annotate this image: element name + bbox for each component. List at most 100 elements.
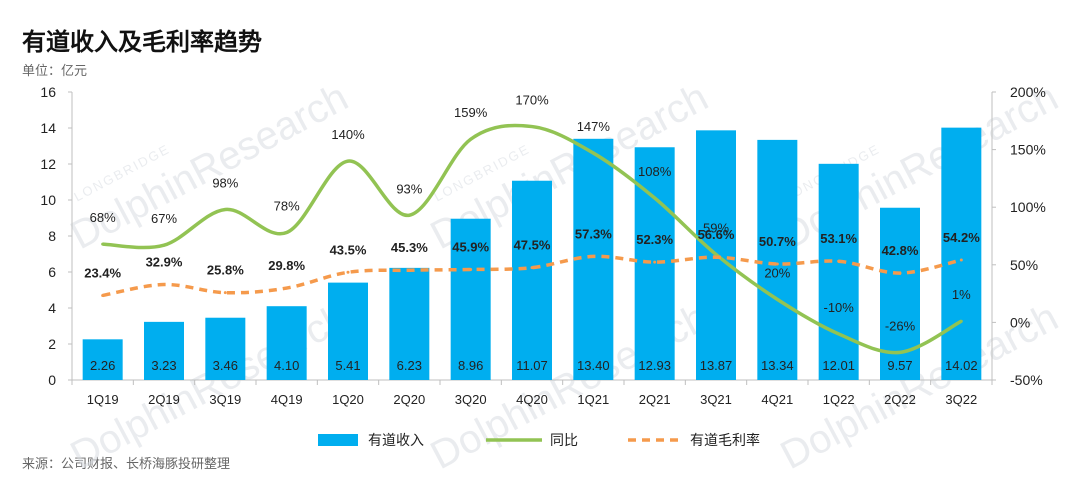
margin-value-label: 47.5% [514, 238, 551, 253]
bar [757, 139, 798, 380]
y-right-tick-label: 150% [1010, 142, 1046, 158]
yoy-value-label: 78% [274, 199, 300, 214]
legend: 有道收入 同比 有道毛利率 [318, 432, 760, 448]
source-note: 来源：公司财报、长桥海豚投研整理 [22, 456, 231, 471]
yoy-point [285, 231, 289, 235]
bar-value-label: 3.46 [213, 358, 238, 373]
x-tick-label: 3Q20 [455, 392, 487, 407]
yoy-value-label: 159% [454, 105, 488, 120]
margin-point [714, 255, 718, 259]
bar-value-label: 4.10 [274, 358, 299, 373]
margin-value-label: 53.1% [820, 231, 857, 246]
yoy-point [591, 151, 595, 155]
x-tick-label: 1Q22 [823, 392, 855, 407]
y-right-tick-label: 0% [1010, 314, 1030, 330]
bar [205, 317, 246, 380]
lines-layer [101, 123, 963, 355]
bar-value-label: 11.07 [516, 358, 548, 373]
chart-title: 有道收入及毛利率趋势 [22, 29, 262, 56]
bar [144, 321, 184, 380]
margin-point [591, 254, 595, 258]
y-left-tick-label: 12 [40, 156, 56, 172]
margin-value-label: 25.8% [207, 263, 244, 278]
margin-value-label: 57.3% [575, 226, 612, 241]
bar [941, 127, 982, 380]
margin-point [775, 262, 779, 266]
margin-point [469, 268, 473, 272]
legend-label: 有道收入 [368, 432, 424, 448]
bar-value-label: 14.02 [945, 358, 978, 373]
margin-point [162, 282, 166, 286]
margin-point [530, 266, 534, 270]
bar [880, 207, 920, 380]
margin-value-label: 45.3% [391, 240, 428, 255]
yoy-value-label: 59% [703, 220, 729, 235]
x-tick-label: 1Q20 [332, 392, 364, 407]
margin-point [959, 258, 963, 262]
yoy-point [959, 319, 963, 323]
yoy-point [653, 196, 657, 200]
bar-value-label: 6.23 [397, 358, 422, 373]
margin-value-label: 56.6% [698, 227, 735, 242]
margin-point [285, 286, 289, 290]
bar [82, 339, 123, 380]
bar [450, 218, 491, 380]
x-tick-label: 4Q20 [516, 392, 548, 407]
margin-value-label: 54.2% [943, 230, 980, 245]
margin-value-label: 29.8% [268, 258, 305, 273]
y-right-tick-label: -50% [1010, 372, 1043, 388]
legend-label: 同比 [550, 432, 578, 448]
yoy-point [223, 208, 227, 212]
margin-point [346, 270, 350, 274]
x-tick-label: 3Q19 [209, 392, 241, 407]
x-tick-label: 2Q19 [148, 392, 180, 407]
bar-value-label: 9.57 [887, 358, 912, 373]
bar [328, 282, 368, 380]
yoy-value-label: 170% [515, 93, 549, 108]
margin-point [407, 268, 411, 272]
yoy-value-label: -26% [885, 318, 916, 333]
bar-value-label: 12.01 [822, 358, 855, 373]
y-left-tick-label: 10 [40, 192, 56, 208]
y-left-tick-label: 8 [48, 228, 56, 244]
y-left-tick-label: 2 [48, 336, 56, 352]
bar-value-label: 12.93 [638, 358, 671, 373]
y-left-tick-label: 0 [48, 372, 56, 388]
y-left-tick-label: 4 [48, 300, 56, 316]
margin-value-label: 45.9% [452, 240, 489, 255]
x-tick-label: 2Q20 [393, 392, 425, 407]
x-tick-label: 3Q22 [945, 392, 977, 407]
bar-value-label: 2.26 [90, 358, 115, 373]
legend-bar-swatch [318, 434, 358, 446]
x-tick-label: 1Q21 [577, 392, 609, 407]
margin-point [898, 271, 902, 275]
yoy-value-label: 67% [151, 211, 177, 226]
bar-value-label: 13.40 [577, 358, 610, 373]
x-tick-label: 4Q21 [761, 392, 793, 407]
unit-label: 单位：亿元 [22, 63, 88, 78]
y-right-tick-label: 100% [1010, 199, 1046, 215]
yoy-point [407, 213, 411, 217]
bar [389, 267, 430, 380]
margin-value-label: 43.5% [330, 242, 367, 257]
margin-value-label: 42.8% [882, 243, 919, 258]
yoy-point [837, 332, 841, 336]
yoy-point [162, 243, 166, 247]
bar [818, 163, 859, 380]
legend-label: 有道毛利率 [690, 432, 760, 448]
yoy-point [898, 350, 902, 354]
x-tick-label: 4Q19 [271, 392, 303, 407]
yoy-value-label: 140% [331, 127, 365, 142]
margin-point [223, 291, 227, 295]
yoy-value-label: 20% [764, 265, 790, 280]
margin-value-label: 23.4% [84, 265, 121, 280]
y-right-tick-label: 50% [1010, 257, 1038, 273]
margin-point [101, 293, 105, 297]
bar-value-label: 13.34 [761, 358, 794, 373]
margin-point [653, 260, 657, 264]
bar [266, 306, 307, 380]
yoy-point [530, 125, 534, 129]
yoy-value-label: 1% [952, 287, 971, 302]
axes-layer: 0 2 4 6 8 10 12 14 16 -50% 0% 50% 100% 150% 200% 1Q19 2Q… [40, 84, 1045, 407]
yoy-value-label: 68% [90, 210, 116, 225]
